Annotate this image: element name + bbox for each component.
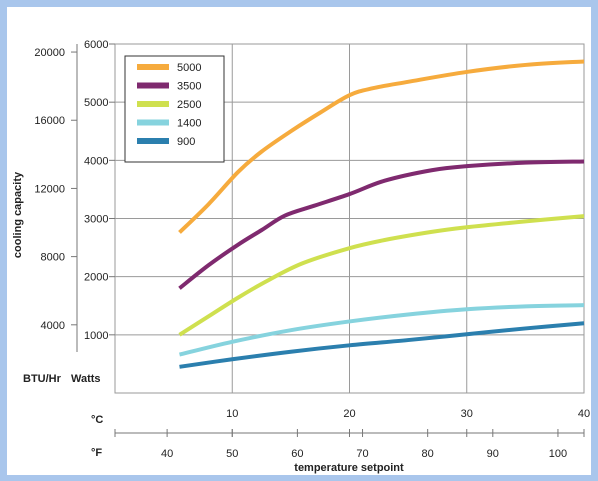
celsius-unit-label: °C xyxy=(91,414,103,426)
y-axis-title: cooling capacity xyxy=(12,171,24,258)
legend-box xyxy=(124,55,225,163)
fahrenheit-tick-label: 40 xyxy=(161,448,173,460)
legend-label-2500: 2500 xyxy=(177,99,201,111)
celsius-tick-label: 40 xyxy=(578,408,590,420)
watts-tick-label: 2000 xyxy=(84,272,108,284)
fahrenheit-tick-label: 90 xyxy=(487,448,499,460)
btu-tick-label: 12000 xyxy=(34,183,65,195)
axes xyxy=(71,43,585,437)
watts-tick-label: 3000 xyxy=(84,214,108,226)
watts-unit-label: Watts xyxy=(71,373,101,385)
chart-svg: 5000 3500 2500 1400 900 1000 2000 3000 4000 5000… xyxy=(12,39,590,474)
celsius-tick-label: 10 xyxy=(226,408,238,420)
watts-tick-label: 5000 xyxy=(84,97,108,109)
fahrenheit-tick-label: 50 xyxy=(226,448,238,460)
celsius-tick-label: 30 xyxy=(461,408,473,420)
series-lines xyxy=(178,59,585,369)
series-line-2500 xyxy=(178,214,585,337)
fahrenheit-unit-label: °F xyxy=(91,447,102,459)
fahrenheit-tick-label: 80 xyxy=(422,448,434,460)
celsius-tick-label: 20 xyxy=(343,408,355,420)
legend: 5000 3500 2500 1400 900 xyxy=(124,55,225,163)
watts-tick-label: 4000 xyxy=(84,155,108,167)
watts-tick-label: 6000 xyxy=(84,39,108,51)
legend-label-5000: 5000 xyxy=(177,62,201,74)
series-line-5000 xyxy=(178,59,585,234)
x-axis-title: temperature setpoint xyxy=(294,462,404,474)
series-line-3500 xyxy=(178,159,585,290)
fahrenheit-tick-label: 60 xyxy=(291,448,303,460)
labels: 1000 2000 3000 4000 5000 6000 4000 8000 12000 160… xyxy=(12,39,590,474)
btu-tick-label: 20000 xyxy=(34,47,65,59)
legend-label-3500: 3500 xyxy=(177,81,201,93)
btu-tick-label: 16000 xyxy=(34,115,65,127)
fahrenheit-tick-label: 100 xyxy=(549,448,567,460)
btu-unit-label: BTU/Hr xyxy=(23,373,62,385)
series-line-1400 xyxy=(179,303,585,357)
watts-tick-label: 1000 xyxy=(84,330,108,342)
series-line-900 xyxy=(179,321,585,369)
chart-panel: 5000 3500 2500 1400 900 1000 2000 3000 4000 5000… xyxy=(7,7,591,475)
btu-tick-label: 8000 xyxy=(41,252,65,264)
legend-label-900: 900 xyxy=(177,136,195,148)
legend-label-1400: 1400 xyxy=(177,118,201,130)
btu-tick-label: 4000 xyxy=(41,320,65,332)
fahrenheit-tick-label: 70 xyxy=(356,448,368,460)
